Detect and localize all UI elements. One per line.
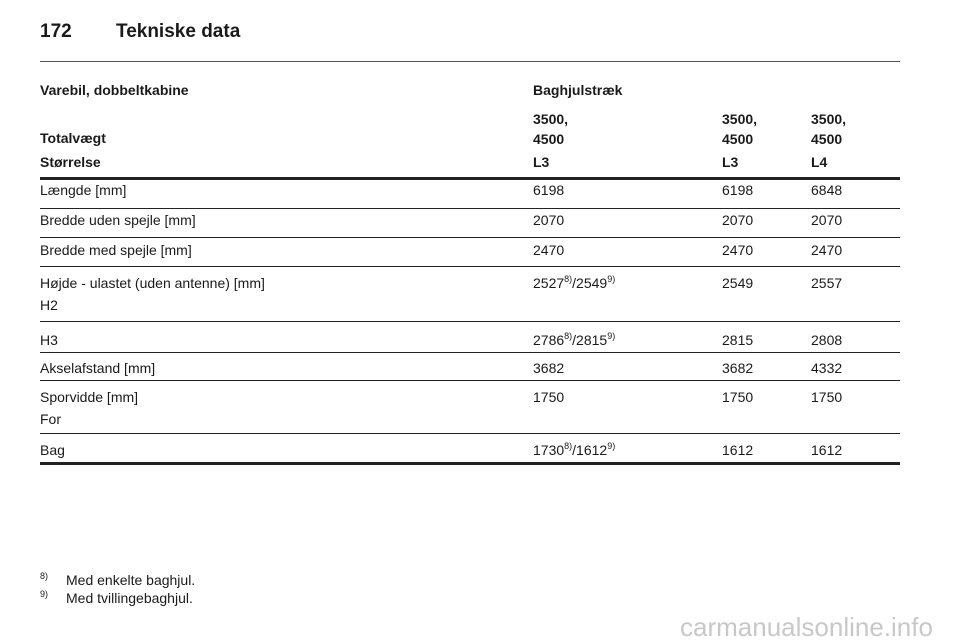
value-part: 1730 xyxy=(533,442,565,458)
footnote-mark: 8) xyxy=(40,571,49,581)
cell-value: 3682 xyxy=(533,360,565,376)
footnote-ref: 8) xyxy=(564,441,573,451)
cell-value: 6198 xyxy=(533,182,565,198)
cell-value: 1612 xyxy=(722,442,754,458)
footnote-ref: 9) xyxy=(607,441,616,451)
row-label: Bredde med spejle [mm] xyxy=(40,242,192,258)
cell-value: 2470 xyxy=(811,242,843,258)
value-part: /2549 xyxy=(572,275,608,291)
value-part: 2786 xyxy=(533,332,565,348)
cell-value: 2557 xyxy=(811,275,843,291)
footnote-ref: 9) xyxy=(607,331,616,341)
watermark: carmanualsonline.info xyxy=(680,612,933,642)
row-label: Sporvidde [mm] xyxy=(40,389,139,405)
cell-value: 25278)/25499) xyxy=(533,274,615,292)
cell-value: 6198 xyxy=(722,182,754,198)
table-heading: Varebil, dobbeltkabine xyxy=(40,82,189,98)
value-part: 2527 xyxy=(533,275,565,291)
row-sublabel: H2 xyxy=(40,297,58,313)
row-rule xyxy=(40,208,900,209)
size-value: L4 xyxy=(811,154,828,170)
row-rule xyxy=(40,266,900,267)
row-label: Længde [mm] xyxy=(40,182,127,198)
row-label: Totalvægt xyxy=(40,130,106,146)
footnote-text: Med enkelte baghjul. xyxy=(66,572,196,588)
size-value: L3 xyxy=(722,154,739,170)
cell-value: 1750 xyxy=(533,389,565,405)
row-rule xyxy=(40,380,900,381)
value-part: /1612 xyxy=(572,442,608,458)
cell-value: 2070 xyxy=(533,212,565,228)
cell-value: 2815 xyxy=(722,332,754,348)
footnote-text: Med tvillingebaghjul. xyxy=(66,590,193,606)
size-value: L3 xyxy=(533,154,550,170)
cell-value: 1612 xyxy=(811,442,843,458)
header-rule xyxy=(40,61,900,62)
cell-value: 2470 xyxy=(533,242,565,258)
cell-value: 2070 xyxy=(722,212,754,228)
row-rule xyxy=(40,321,900,322)
row-rule xyxy=(40,237,900,238)
cell-value: 6848 xyxy=(811,182,843,198)
cell-value: 27868)/28159) xyxy=(533,331,615,349)
row-label: Højde - ulastet (uden antenne) [mm] xyxy=(40,275,265,291)
cell-value: 2549 xyxy=(722,275,754,291)
footnote-ref: 9) xyxy=(607,274,616,284)
row-label: H3 xyxy=(40,332,58,348)
footnote-mark: 9) xyxy=(40,589,49,599)
value-part: /2815 xyxy=(572,332,608,348)
cell-value: 17308)/16129) xyxy=(533,441,615,459)
weight-value: 3500, 4500 xyxy=(533,111,569,147)
row-sublabel: For xyxy=(40,411,61,427)
row-rule xyxy=(40,462,900,465)
cell-value: 4332 xyxy=(811,360,843,376)
footnote-ref: 8) xyxy=(564,331,573,341)
table-heading: Baghjulstræk xyxy=(533,82,623,98)
page-title: Tekniske data xyxy=(116,21,241,42)
weight-value: 3500, 4500 xyxy=(811,111,847,147)
footnote-ref: 8) xyxy=(564,274,573,284)
cell-value: 3682 xyxy=(722,360,754,376)
row-label: Akselafstand [mm] xyxy=(40,360,156,376)
cell-value: 1750 xyxy=(722,389,754,405)
cell-value: 1750 xyxy=(811,389,843,405)
row-rule xyxy=(40,433,900,434)
cell-value: 2808 xyxy=(811,332,843,348)
cell-value: 2070 xyxy=(811,212,843,228)
page-number: 172 xyxy=(40,21,72,42)
table-rule xyxy=(40,177,900,180)
row-rule xyxy=(40,352,900,353)
cell-value: 2470 xyxy=(722,242,754,258)
weight-value: 3500, 4500 xyxy=(722,111,758,147)
row-label: Bredde uden spejle [mm] xyxy=(40,212,196,228)
row-label: Størrelse xyxy=(40,154,101,170)
row-label: Bag xyxy=(40,442,65,458)
